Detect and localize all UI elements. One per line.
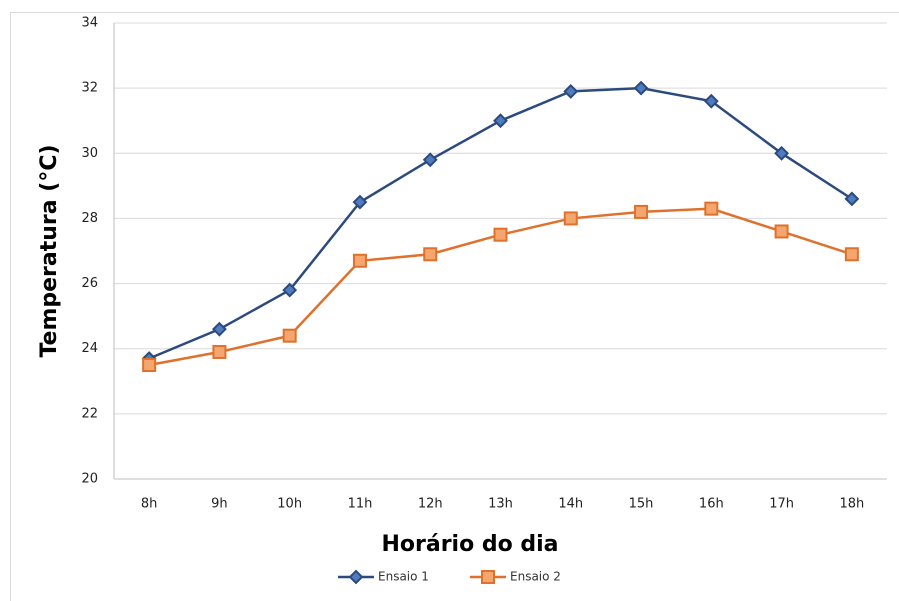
x-tick-label: 17h bbox=[769, 497, 794, 512]
marker bbox=[212, 344, 227, 359]
marker bbox=[774, 145, 790, 161]
legend-label: Ensaio 2 bbox=[510, 570, 561, 584]
x-axis-title: Horário do dia bbox=[381, 532, 558, 557]
marker bbox=[352, 253, 367, 268]
y-tick-label: 20 bbox=[81, 472, 98, 487]
marker bbox=[423, 247, 438, 262]
x-tick-label: 15h bbox=[629, 497, 654, 512]
y-tick-label: 30 bbox=[81, 146, 98, 161]
x-tick-label: 13h bbox=[488, 497, 513, 512]
marker bbox=[282, 328, 297, 343]
marker bbox=[493, 227, 508, 242]
x-tick-label: 14h bbox=[558, 497, 583, 512]
x-tick-label: 18h bbox=[839, 497, 864, 512]
marker bbox=[774, 224, 789, 239]
marker bbox=[142, 358, 157, 372]
x-tick-label: 10h bbox=[277, 497, 302, 512]
marker bbox=[563, 83, 579, 99]
x-tick-label: 12h bbox=[418, 497, 443, 512]
series-line bbox=[148, 86, 853, 360]
marker bbox=[563, 211, 578, 226]
y-tick-label: 28 bbox=[81, 211, 98, 226]
y-tick-label: 22 bbox=[81, 406, 98, 421]
marker bbox=[633, 80, 649, 96]
y-tick-label: 24 bbox=[81, 341, 98, 356]
x-tick-label: 8h bbox=[141, 497, 158, 512]
marker bbox=[352, 194, 368, 210]
y-tick-label: 26 bbox=[81, 276, 98, 291]
legend-label: Ensaio 1 bbox=[378, 570, 429, 584]
marker bbox=[844, 191, 860, 207]
marker bbox=[634, 204, 649, 219]
x-tick-label: 9h bbox=[211, 497, 228, 512]
marker bbox=[703, 93, 719, 109]
x-tick-label: 11h bbox=[348, 497, 373, 512]
marker bbox=[348, 569, 364, 585]
chart-border bbox=[10, 12, 899, 601]
x-tick-label: 16h bbox=[699, 497, 724, 512]
marker bbox=[422, 152, 438, 168]
marker bbox=[211, 321, 227, 337]
y-tick-label: 34 bbox=[81, 16, 98, 31]
marker bbox=[282, 282, 298, 298]
y-tick-label: 32 bbox=[81, 81, 98, 96]
marker bbox=[481, 570, 495, 584]
y-axis-title: Temperatura (°C) bbox=[37, 144, 62, 357]
marker bbox=[844, 247, 859, 262]
marker bbox=[493, 113, 508, 129]
marker bbox=[704, 201, 719, 216]
